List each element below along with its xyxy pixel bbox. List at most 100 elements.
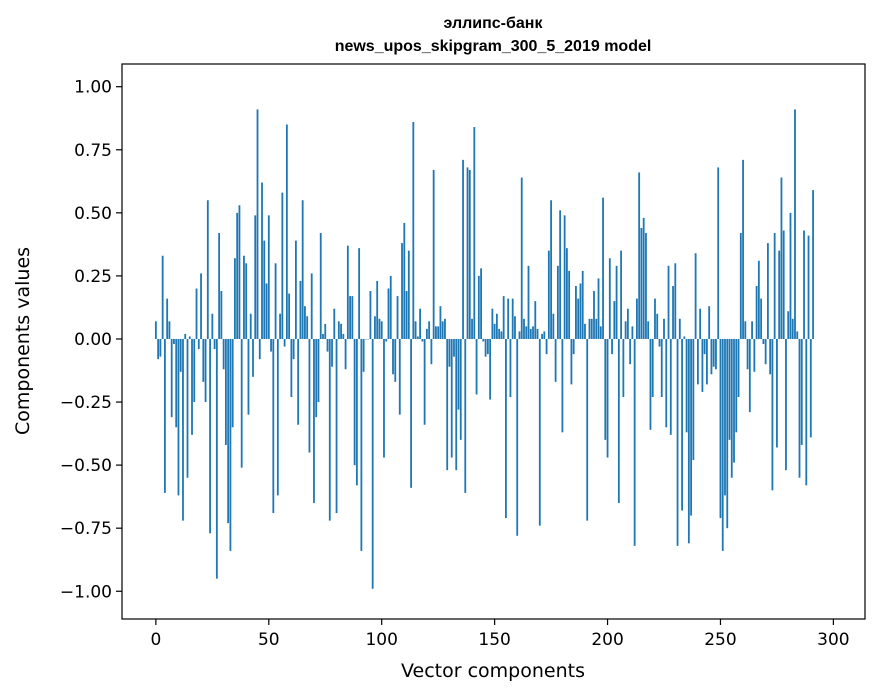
bar-234 [683,336,686,339]
bar-150 [493,323,496,339]
bar-285 [798,338,801,478]
bar-45 [256,109,259,339]
bar-130 [448,338,451,367]
bar-256 [733,338,735,463]
bar-20 [200,273,202,339]
bar-245 [708,306,711,339]
bar-238 [692,338,695,461]
bar-42 [249,313,252,339]
bar-114 [412,122,415,339]
bar-41 [247,338,250,415]
bar-35 [234,258,236,339]
bar-29 [220,291,223,339]
bar-149 [491,308,494,339]
bar-11 [179,338,182,372]
bar-196 [597,278,600,339]
bar-136 [462,159,464,339]
bar-213 [636,298,638,339]
bar-200 [606,338,609,458]
y-tick-label-0.75: 0.75 [74,141,112,161]
bar-226 [665,338,668,428]
bar-119 [423,338,426,425]
bar-205 [617,338,620,503]
bar-177 [554,338,557,382]
bar-239 [694,253,697,339]
bar-107 [396,296,399,339]
bar-12 [182,338,184,521]
bar-88 [353,338,356,466]
bar-278 [782,230,785,339]
bar-158 [511,298,514,339]
bar-154 [502,296,505,339]
bar-223 [658,338,661,347]
bar-188 [579,283,582,339]
bar-135 [459,338,462,440]
bar-255 [730,338,733,478]
bar-71 [315,338,318,418]
bar-160 [516,338,519,536]
x-axis-ticks: 0 50 100 150 200 250 300 [150,619,850,650]
bar-282 [791,318,794,339]
bar-204 [615,265,618,339]
x-axis-label: Vector components [401,660,585,682]
bar-4 [164,338,166,493]
bar-212 [633,338,636,546]
bar-178 [556,265,559,339]
bar-108 [398,338,401,415]
bar-60 [290,338,293,397]
bar-273 [771,338,774,491]
bar-190 [584,323,586,339]
bar-61 [292,338,295,360]
bar-287 [803,230,805,339]
bar-215 [640,227,643,339]
bar-192 [588,318,591,339]
bar-15 [188,336,191,339]
bar-75 [324,323,327,339]
bar-126 [439,306,442,339]
bar-19 [197,338,200,350]
bar-203 [613,301,616,339]
y-tick-label--1: −1.00 [60,582,112,602]
bar-249 [717,167,720,339]
plot-frame [121,63,866,620]
y-tick-label-0: 0.00 [74,330,112,350]
bar-23 [206,200,209,339]
bar-70 [313,338,315,503]
bar-104 [389,275,392,339]
bar-129 [446,338,449,471]
bar-240 [696,338,699,385]
bar-138 [466,167,469,339]
bar-242 [701,338,704,392]
bar-172 [543,331,546,339]
bar-290 [809,338,812,438]
bar-267 [757,260,760,339]
bar-233 [681,338,683,511]
bar-182 [565,248,568,339]
x-tick-label-50: 50 [258,630,280,650]
bar-272 [769,338,772,375]
bar-103 [387,288,390,339]
bar-33 [229,338,232,551]
bar-133 [455,338,458,471]
bar-147 [486,338,489,355]
bar-218 [647,321,650,339]
bar-47 [261,182,263,339]
bar-180 [561,338,564,433]
bar-198 [602,197,604,339]
bar-34 [231,338,234,428]
bar-68 [308,338,311,453]
bar-81 [337,321,340,339]
bar-49 [265,283,268,339]
bar-65 [301,200,304,339]
bar-167 [532,326,534,339]
bar-84 [344,338,347,370]
bar-79 [333,308,336,339]
bar-199 [604,338,607,440]
bar-253 [726,338,729,529]
bar-241 [699,308,702,339]
bar-5 [166,298,169,339]
bar-277 [780,177,783,339]
bar-73 [319,233,322,339]
bar-176 [552,313,555,339]
bar-291 [812,190,814,339]
